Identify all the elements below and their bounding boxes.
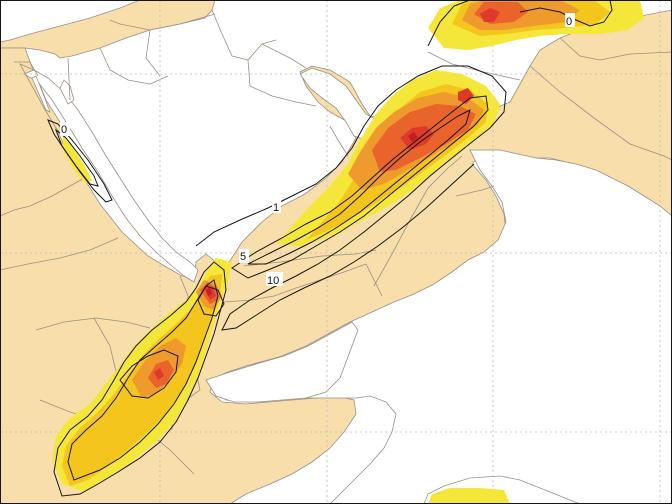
sea-gulf-of-aden <box>205 321 359 403</box>
border-line <box>373 155 463 287</box>
contour-line <box>231 95 489 279</box>
contour-line <box>119 349 179 399</box>
shade-band-red <box>480 8 500 22</box>
label-bg <box>60 122 70 136</box>
label-bg <box>266 272 283 286</box>
contour-line <box>195 65 507 331</box>
border-line <box>211 9 277 61</box>
border-line <box>223 263 367 303</box>
border-line <box>14 61 39 77</box>
contour-line <box>519 0 613 27</box>
shade-band-red <box>458 88 474 104</box>
border-line <box>529 65 672 161</box>
border-line <box>455 185 495 197</box>
border-line <box>0 237 119 271</box>
shade-band-light <box>62 134 92 184</box>
contour-label: 10 <box>267 275 279 287</box>
border-line <box>329 125 349 157</box>
contour-line <box>53 261 227 497</box>
contour-label: 1 <box>273 202 279 214</box>
contour-line <box>247 109 471 265</box>
contour-labels: 0 0 1 5 10 <box>60 13 575 287</box>
sea-mediterranean <box>0 0 141 43</box>
border-line <box>99 47 169 85</box>
label-bg <box>565 13 575 27</box>
shade-band-red <box>154 368 164 380</box>
contour-label: 5 <box>240 251 246 263</box>
shade-band-max <box>408 132 418 142</box>
border-line <box>247 59 317 107</box>
country-borders <box>0 9 672 475</box>
label-bg <box>239 249 249 263</box>
contour-line <box>197 285 225 317</box>
sea-gulf-aqaba <box>59 79 75 105</box>
border-line <box>67 57 71 101</box>
border-line <box>0 175 89 217</box>
contour-line <box>427 0 471 47</box>
contour-label: 0 <box>61 124 67 136</box>
contour-label: 0 <box>566 16 572 28</box>
border-line <box>261 43 307 69</box>
border-line <box>35 317 151 331</box>
border-line <box>365 263 383 297</box>
label-bg <box>272 199 281 213</box>
border-line <box>109 13 216 31</box>
sea-gulf-suez <box>31 75 51 113</box>
shade-band-max <box>206 288 212 296</box>
border-line <box>145 29 161 77</box>
border-line <box>427 51 521 81</box>
contour-lines <box>47 0 613 497</box>
contour-line <box>54 128 99 187</box>
shade-band-light <box>428 488 510 504</box>
border-line <box>559 37 672 61</box>
